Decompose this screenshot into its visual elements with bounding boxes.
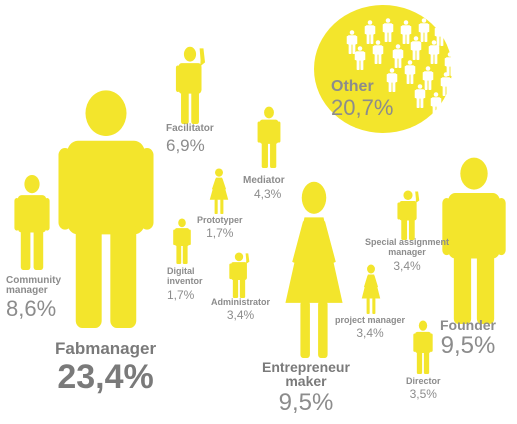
name-director: Director bbox=[406, 376, 441, 386]
value-administrator: 3,4% bbox=[226, 308, 255, 322]
other-person-icon bbox=[400, 20, 412, 44]
name-administrator: Administrator bbox=[211, 297, 271, 307]
other-person-icon bbox=[410, 36, 422, 60]
other-person-icon bbox=[434, 22, 446, 46]
name-entrepreneur: Entrepreneur maker bbox=[262, 359, 350, 389]
label-special: Special assignment manager 3,4% bbox=[365, 237, 450, 273]
value-director: 3,5% bbox=[409, 387, 437, 401]
other-person-icon bbox=[354, 46, 366, 70]
other-person-icon bbox=[428, 40, 440, 64]
name-prototyper: Prototyper bbox=[197, 215, 243, 225]
label-facilitator: Facilitator 6,9% bbox=[166, 123, 214, 155]
figure-administrator bbox=[229, 252, 250, 298]
other-group-people bbox=[346, 18, 456, 116]
other-person-icon bbox=[382, 18, 394, 42]
label-administrator: Administrator 3,4% bbox=[211, 297, 271, 322]
name-founder: Founder bbox=[440, 317, 496, 333]
name-digital: Digital inventor bbox=[167, 266, 203, 287]
figure-fabmanager bbox=[58, 90, 154, 328]
label-digital: Digital inventor 1,7% bbox=[167, 266, 203, 301]
other-person-icon bbox=[346, 30, 358, 54]
label-entrepreneur: Entrepreneur maker 9,5% bbox=[262, 360, 350, 415]
name-project: project manager bbox=[335, 315, 406, 325]
other-person-icon bbox=[414, 84, 426, 108]
value-mediator: 4,3% bbox=[254, 187, 282, 201]
name-facilitator: Facilitator bbox=[166, 123, 214, 134]
value-project: 3,4% bbox=[356, 326, 384, 340]
figure-facilitator bbox=[175, 46, 206, 124]
label-founder: Founder 9,5% bbox=[440, 318, 496, 358]
figure-digital bbox=[173, 218, 191, 264]
figure-mediator bbox=[257, 106, 281, 168]
label-director: Director 3,5% bbox=[406, 376, 441, 401]
figure-special bbox=[397, 190, 420, 240]
figure-entrepreneur bbox=[285, 181, 343, 358]
other-person-icon bbox=[404, 60, 416, 84]
other-person-icon bbox=[430, 92, 442, 116]
other-person-icon bbox=[364, 20, 376, 44]
label-prototyper: Prototyper 1,7% bbox=[197, 215, 243, 240]
value-founder: 9,5% bbox=[440, 332, 496, 359]
name-fabmanager: Fabmanager bbox=[55, 339, 157, 358]
other-person-icon bbox=[372, 40, 384, 64]
label-other: Other 20,7% bbox=[331, 79, 393, 119]
other-person-icon bbox=[392, 44, 404, 68]
figure-director bbox=[413, 320, 433, 374]
value-entrepreneur: 9,5% bbox=[278, 389, 334, 416]
value-digital: 1,7% bbox=[167, 287, 195, 302]
label-fabmanager: Fabmanager 23,4% bbox=[55, 340, 156, 394]
figure-prototyper bbox=[209, 168, 229, 214]
label-project: project manager 3,4% bbox=[335, 315, 406, 340]
value-special: 3,4% bbox=[393, 258, 421, 273]
other-person-icon bbox=[440, 72, 452, 96]
label-mediator: Mediator 4,3% bbox=[243, 175, 285, 201]
other-person-icon bbox=[418, 18, 430, 42]
figure-founder bbox=[442, 157, 506, 324]
other-person-icon bbox=[422, 66, 434, 90]
value-fabmanager: 23,4% bbox=[57, 358, 154, 396]
name-mediator: Mediator bbox=[243, 175, 285, 186]
name-community: Community manager bbox=[6, 275, 61, 296]
name-other: Other bbox=[331, 78, 374, 95]
name-special: Special assignment manager bbox=[365, 237, 450, 257]
value-other: 20,7% bbox=[331, 95, 394, 120]
other-person-icon bbox=[386, 68, 398, 92]
other-person-icon bbox=[444, 52, 456, 76]
value-prototyper: 1,7% bbox=[206, 226, 234, 240]
value-facilitator: 6,9% bbox=[166, 136, 205, 155]
label-community: Community manager 8,6% bbox=[6, 276, 61, 320]
value-community: 8,6% bbox=[6, 296, 57, 321]
figure-project bbox=[361, 264, 381, 314]
figure-community bbox=[14, 174, 50, 270]
